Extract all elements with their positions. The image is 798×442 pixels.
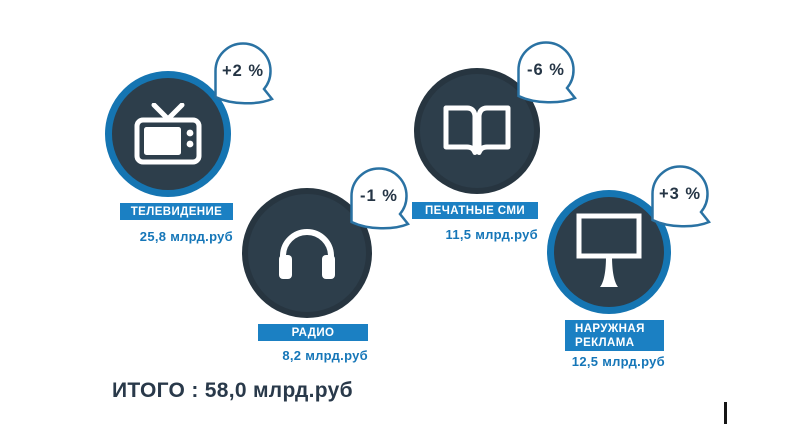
speech-bubble-shape bbox=[350, 167, 411, 230]
speech-bubble-shape bbox=[651, 165, 712, 228]
radio-change-value: -1 % bbox=[360, 186, 398, 205]
outdoor-advertising-change-bubble: +3 % bbox=[641, 164, 719, 260]
billboard-icon bbox=[576, 213, 642, 287]
text-cursor bbox=[724, 402, 727, 424]
television-value: 25,8 млрд.руб bbox=[139, 229, 233, 244]
tv-icon bbox=[134, 103, 202, 165]
speech-bubble-shape bbox=[214, 42, 275, 105]
print-media-change-value: -6 % bbox=[527, 60, 565, 79]
print-media-change-bubble: -6 % bbox=[507, 40, 585, 136]
open-book-icon bbox=[443, 105, 511, 155]
print-media-label: ПЕЧАТНЫЕ СМИ bbox=[412, 202, 538, 219]
radio-value: 8,2 млрд.руб bbox=[282, 348, 368, 363]
radio-change-bubble: -1 % bbox=[340, 166, 418, 262]
outdoor-advertising-value: 12,5 млрд.руб bbox=[571, 354, 665, 369]
headphones-icon bbox=[279, 229, 335, 279]
television-circle-badge bbox=[105, 71, 231, 197]
television-label: ТЕЛЕВИДЕНИЕ bbox=[120, 203, 233, 220]
television-change-value: +2 % bbox=[221, 61, 265, 80]
outdoor-advertising-change-value: +3 % bbox=[658, 184, 702, 203]
total-text: ИТОГО : 58,0 млрд.руб bbox=[112, 379, 353, 402]
outdoor-advertising-circle-badge bbox=[547, 190, 671, 314]
television-change-bubble: +2 % bbox=[204, 41, 282, 137]
outdoor-advertising-label: НАРУЖНАЯ РЕКЛАМА bbox=[565, 320, 664, 351]
print-media-value: 11,5 млрд.руб bbox=[445, 227, 538, 242]
speech-bubble-shape bbox=[517, 41, 578, 104]
radio-label: РАДИО bbox=[258, 324, 368, 341]
